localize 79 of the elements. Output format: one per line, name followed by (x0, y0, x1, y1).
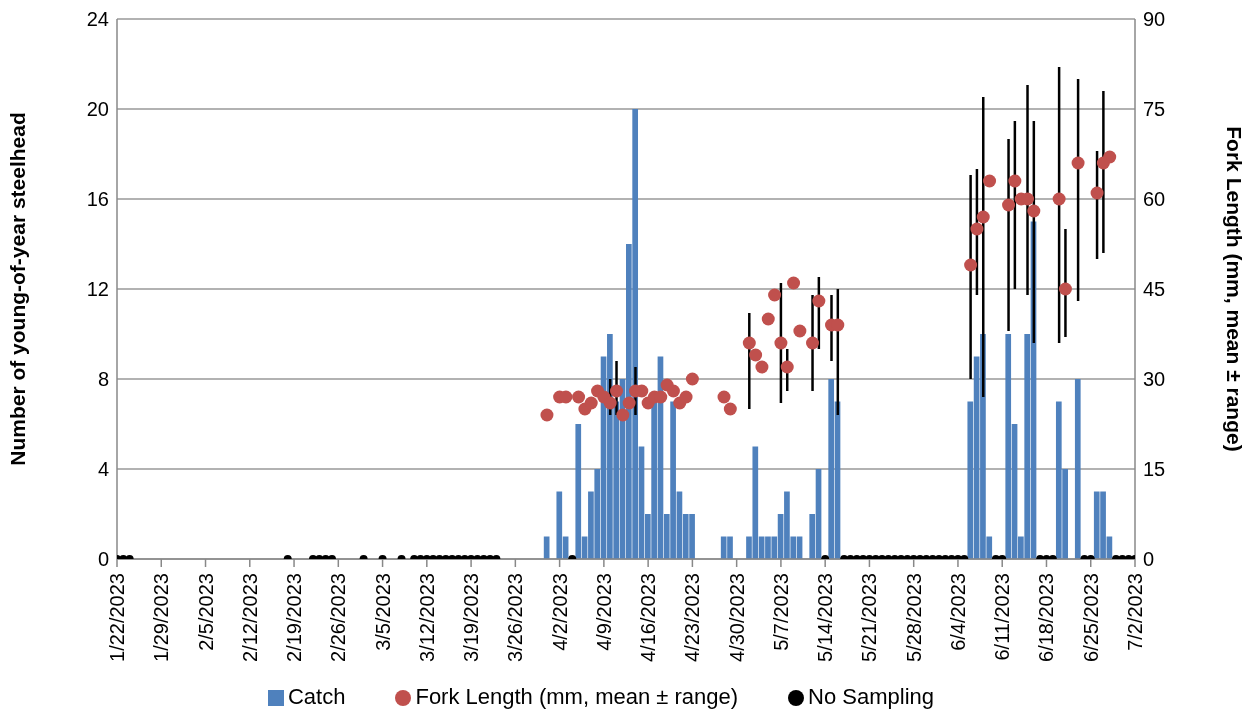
legend-label: Fork Length (mm, mean ± range) (415, 684, 739, 709)
x-tick-label: 3/5/2023 (371, 573, 394, 651)
y-axis-title: Number of young-of-year steelhead (6, 112, 30, 466)
point (1103, 150, 1117, 164)
point (761, 312, 775, 326)
point (1027, 204, 1041, 218)
y2-tick-label: 15 (1143, 458, 1166, 481)
x-tick-label: 2/26/2023 (327, 573, 350, 662)
bar (1074, 379, 1081, 559)
point (787, 276, 801, 290)
point (970, 222, 984, 236)
y-tick-label: 24 (86, 8, 109, 31)
x-tick-label: 4/23/2023 (681, 573, 704, 662)
point (616, 408, 630, 422)
point (717, 390, 731, 404)
point (983, 174, 997, 188)
legend-label: No Sampling (808, 684, 935, 709)
x-tick-label: 6/11/2023 (991, 573, 1014, 661)
x-tick-label: 2/19/2023 (283, 573, 306, 662)
x-tick-label: 1/22/2023 (106, 573, 128, 662)
point (1071, 156, 1085, 170)
y2-tick-label: 90 (1143, 8, 1166, 31)
x-tick-label: 2/5/2023 (194, 573, 217, 651)
x-tick-label: 1/29/2023 (150, 573, 173, 662)
point (1002, 198, 1016, 212)
x-tick-label: 5/28/2023 (902, 573, 925, 662)
x-tick-label: 5/14/2023 (814, 573, 837, 662)
point (812, 294, 826, 308)
y-tick-label: 4 (97, 458, 109, 481)
y-tick-label: 12 (86, 278, 109, 301)
x-tick-label: 3/19/2023 (460, 573, 483, 662)
point (755, 360, 769, 374)
point (622, 396, 636, 410)
point (964, 258, 978, 272)
point (1090, 186, 1104, 200)
point (723, 402, 737, 416)
x-tick-label: 2/12/2023 (238, 573, 261, 662)
point (584, 396, 598, 410)
point (742, 336, 756, 350)
point (610, 384, 624, 398)
x-tick-label: 4/9/2023 (592, 573, 615, 651)
x-tick-label: 3/26/2023 (504, 573, 527, 662)
point (1052, 192, 1066, 206)
point (572, 390, 586, 404)
y-tick-label: 20 (86, 98, 109, 121)
point (603, 396, 617, 410)
x-tick-label: 6/18/2023 (1035, 573, 1058, 662)
point (749, 348, 763, 362)
y-tick-label: 0 (97, 548, 109, 571)
point (768, 288, 782, 302)
point (666, 384, 680, 398)
x-tick-label: 6/4/2023 (946, 573, 969, 651)
y2-tick-label: 45 (1143, 278, 1166, 301)
y-tick-label: 16 (86, 188, 109, 211)
point (1008, 174, 1022, 188)
x-tick-label: 4/16/2023 (637, 573, 660, 662)
point (685, 372, 699, 386)
y-tick-label: 8 (97, 368, 109, 391)
x-tick-label: 5/21/2023 (858, 573, 881, 662)
point (679, 390, 693, 404)
point (780, 360, 794, 374)
x-tick-label: 3/12/2023 (415, 573, 438, 662)
x-tick-label: 6/25/2023 (1079, 573, 1102, 662)
point (806, 336, 820, 350)
y2-axis-title: Fork Length (mm, mean ± range) (1222, 126, 1246, 452)
x-tick-label: 4/2/2023 (548, 573, 571, 651)
point (540, 408, 554, 422)
y2-tick-label: 60 (1143, 188, 1166, 211)
point (976, 210, 990, 224)
x-tick-label: 4/30/2023 (725, 573, 748, 662)
x-tick-label: 7/2/2023 (1124, 573, 1146, 651)
legend-label: Catch (287, 684, 346, 709)
y2-tick-label: 30 (1143, 368, 1166, 391)
x-tick-label: 5/7/2023 (769, 573, 792, 651)
y2-tick-label: 0 (1143, 548, 1155, 571)
point (793, 324, 807, 338)
point (774, 336, 788, 350)
point (1058, 282, 1072, 296)
y2-tick-label: 75 (1143, 98, 1166, 121)
